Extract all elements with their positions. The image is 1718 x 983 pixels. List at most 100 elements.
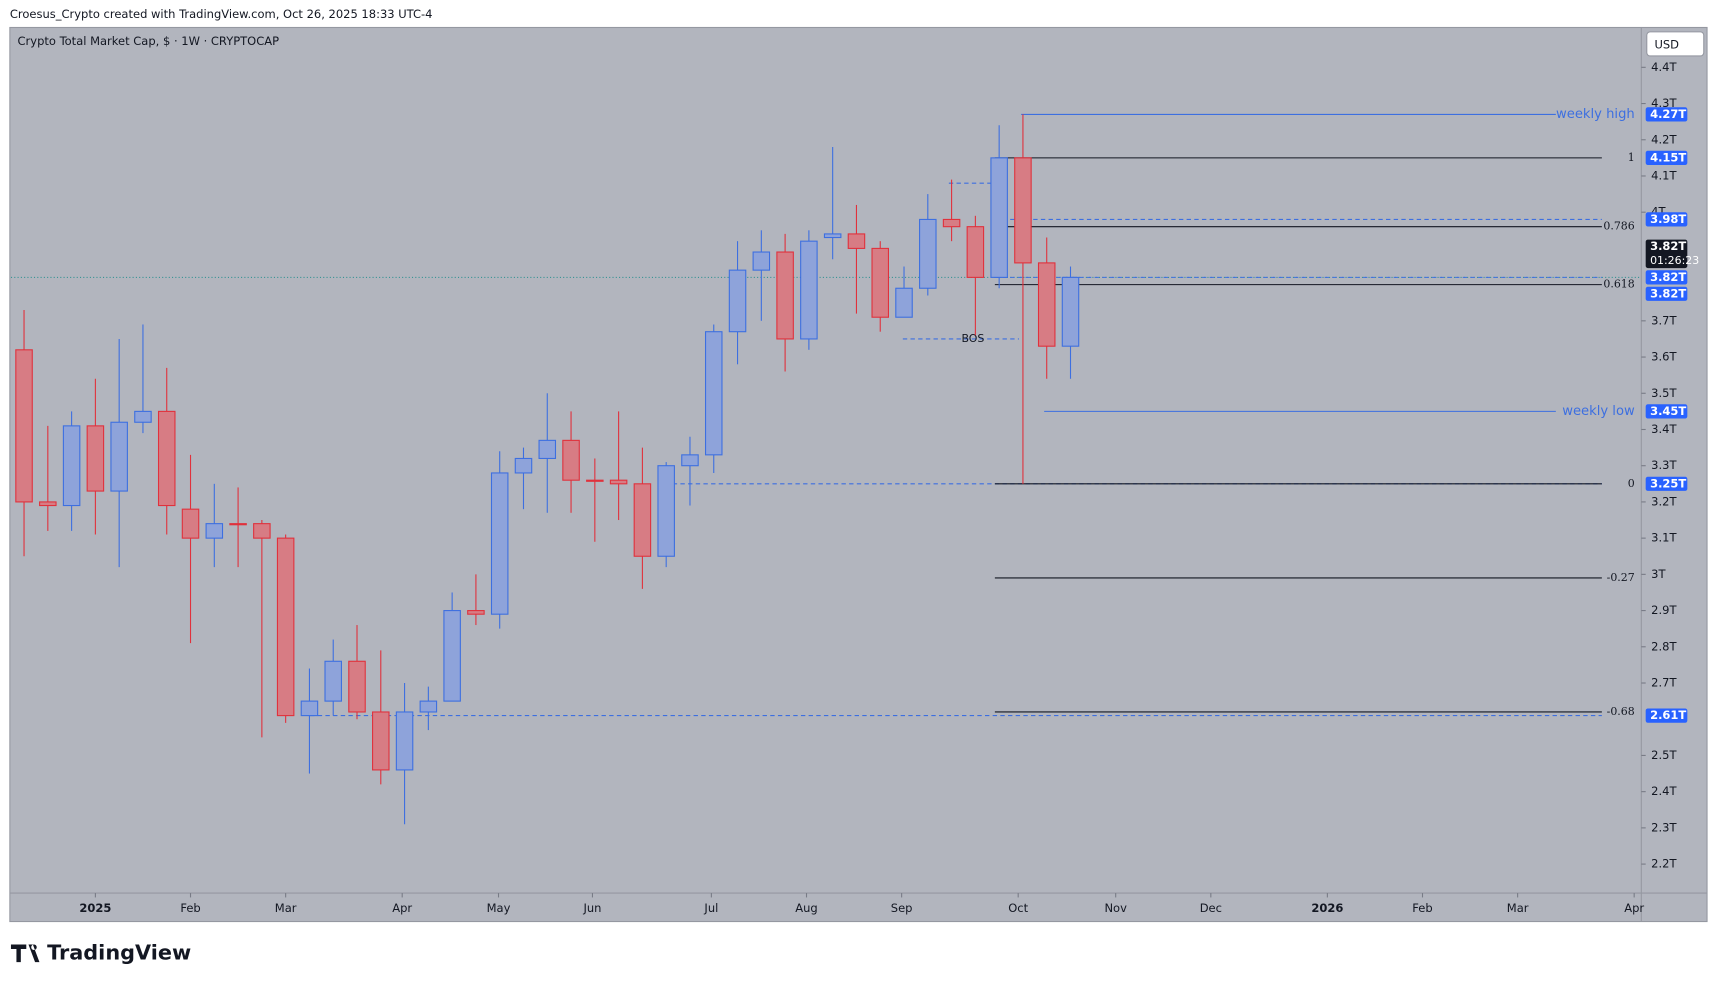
currency-box[interactable] (1646, 31, 1705, 57)
candle-body (205, 523, 224, 539)
price-badge-label: 3.25T (1650, 476, 1686, 490)
candle-body (847, 233, 866, 249)
y-tick-label: 3.2T (1651, 494, 1677, 508)
y-tick-label: 2.7T (1651, 676, 1677, 690)
x-tick-label: Jul (703, 901, 718, 915)
x-tick-label: May (487, 901, 511, 915)
price-badge (1645, 150, 1688, 165)
candle-body (490, 472, 509, 615)
candle-body (776, 251, 794, 340)
y-tick-label: 2.2T (1651, 857, 1677, 871)
fib-label: 1 (1628, 151, 1635, 164)
y-tick-label: 4.3T (1651, 96, 1677, 110)
candle-body (419, 700, 438, 713)
y-tick-label: 3.3T (1651, 458, 1677, 472)
countdown: 01:26:23 (1650, 254, 1699, 267)
x-tick-label: 2025 (79, 901, 111, 915)
fib-label: 0.786 (1603, 220, 1634, 233)
y-tick-label: 4.4T (1651, 60, 1677, 74)
header: Croesus_Crypto created with TradingView.… (10, 7, 433, 21)
logo (10, 944, 40, 963)
candle-body (134, 410, 152, 423)
candle-body (919, 218, 937, 289)
candle-body (181, 508, 200, 539)
candle-body (324, 660, 342, 702)
candle-body (1014, 157, 1032, 264)
candle-body (586, 479, 604, 482)
x-tick-label: Mar (1507, 901, 1529, 915)
currency: USD (1654, 38, 1679, 52)
y-tick-label: 2.9T (1651, 603, 1677, 617)
price-badge-label: 3.82T (1650, 286, 1686, 300)
x-tick-label: Feb (180, 901, 200, 915)
candle-body (562, 439, 580, 481)
x-tick-label: Oct (1008, 901, 1028, 915)
candle-body (871, 247, 890, 318)
candle-body (728, 269, 747, 333)
candle-body (443, 610, 461, 702)
x-tick-label: Nov (1104, 901, 1127, 915)
y-tick-label: 3.5T (1651, 386, 1677, 400)
x-tick-label: Dec (1200, 901, 1222, 915)
y-tick-label: 2.3T (1651, 820, 1677, 834)
y-tick-label: 4.1T (1651, 168, 1677, 182)
price-badge-label: 4.27T (1650, 107, 1686, 121)
candle-body (657, 465, 675, 557)
price-badge (1645, 239, 1688, 269)
candle-body (800, 240, 818, 340)
candle-body (1037, 262, 1056, 347)
x-tick-label: Feb (1412, 901, 1432, 915)
y-tick-label: 3.6T (1651, 350, 1677, 364)
x-tick-label: Jun (582, 901, 601, 915)
x-tick-label: Apr (392, 901, 412, 915)
candle-body (395, 711, 414, 771)
price-badge (1645, 476, 1688, 491)
price-badge (1645, 107, 1688, 122)
candle-body (609, 479, 628, 485)
candle-body (39, 501, 57, 507)
candle-body (752, 251, 771, 271)
x-tick-label: Apr (1624, 901, 1644, 915)
price-badge (1645, 270, 1688, 285)
price-badge (1645, 286, 1688, 301)
y-tick-label: 3.7T (1651, 313, 1677, 327)
candle-body (990, 157, 1008, 278)
fib-label: 0.618 (1603, 278, 1634, 291)
candle-body (86, 425, 105, 492)
candle-body (253, 523, 271, 539)
price-badge-label: 4.15T (1650, 150, 1686, 164)
candle-body (276, 537, 295, 717)
x-tick-label: Sep (891, 901, 913, 915)
y-tick-label: 2.4T (1651, 784, 1677, 798)
candle-body (895, 287, 913, 318)
candle-body (681, 454, 699, 467)
candle-body (467, 610, 485, 615)
fib-label: 0 (1628, 477, 1635, 490)
candle-body (633, 483, 652, 557)
candle-body (514, 457, 533, 474)
candle-body (348, 660, 366, 713)
price-badge-label: 3.82T (1650, 239, 1686, 253)
y-tick-label: 3T (1651, 567, 1666, 581)
price-badge (1645, 212, 1688, 227)
candle-body (15, 349, 33, 503)
price-badge (1645, 404, 1688, 419)
candle-body (62, 425, 81, 507)
chart-title: Crypto Total Market Cap, $ · 1W · CRYPTO… (18, 34, 280, 48)
candle-body (704, 331, 723, 456)
candle-body (538, 439, 557, 460)
y-tick-label: 2.8T (1651, 639, 1677, 653)
fib-label: -0.68 (1607, 705, 1635, 718)
price-badge (1645, 708, 1688, 723)
candle-body (372, 711, 390, 771)
x-tick-label: Aug (795, 901, 817, 915)
y-tick-label: 3.4T (1651, 422, 1677, 436)
candle-body (110, 421, 128, 492)
candle-body (157, 410, 176, 507)
price-badge-label: 3.45T (1650, 404, 1686, 418)
x-tick-label: Mar (275, 901, 297, 915)
candle-body (229, 523, 247, 526)
candle-body (1061, 276, 1080, 347)
